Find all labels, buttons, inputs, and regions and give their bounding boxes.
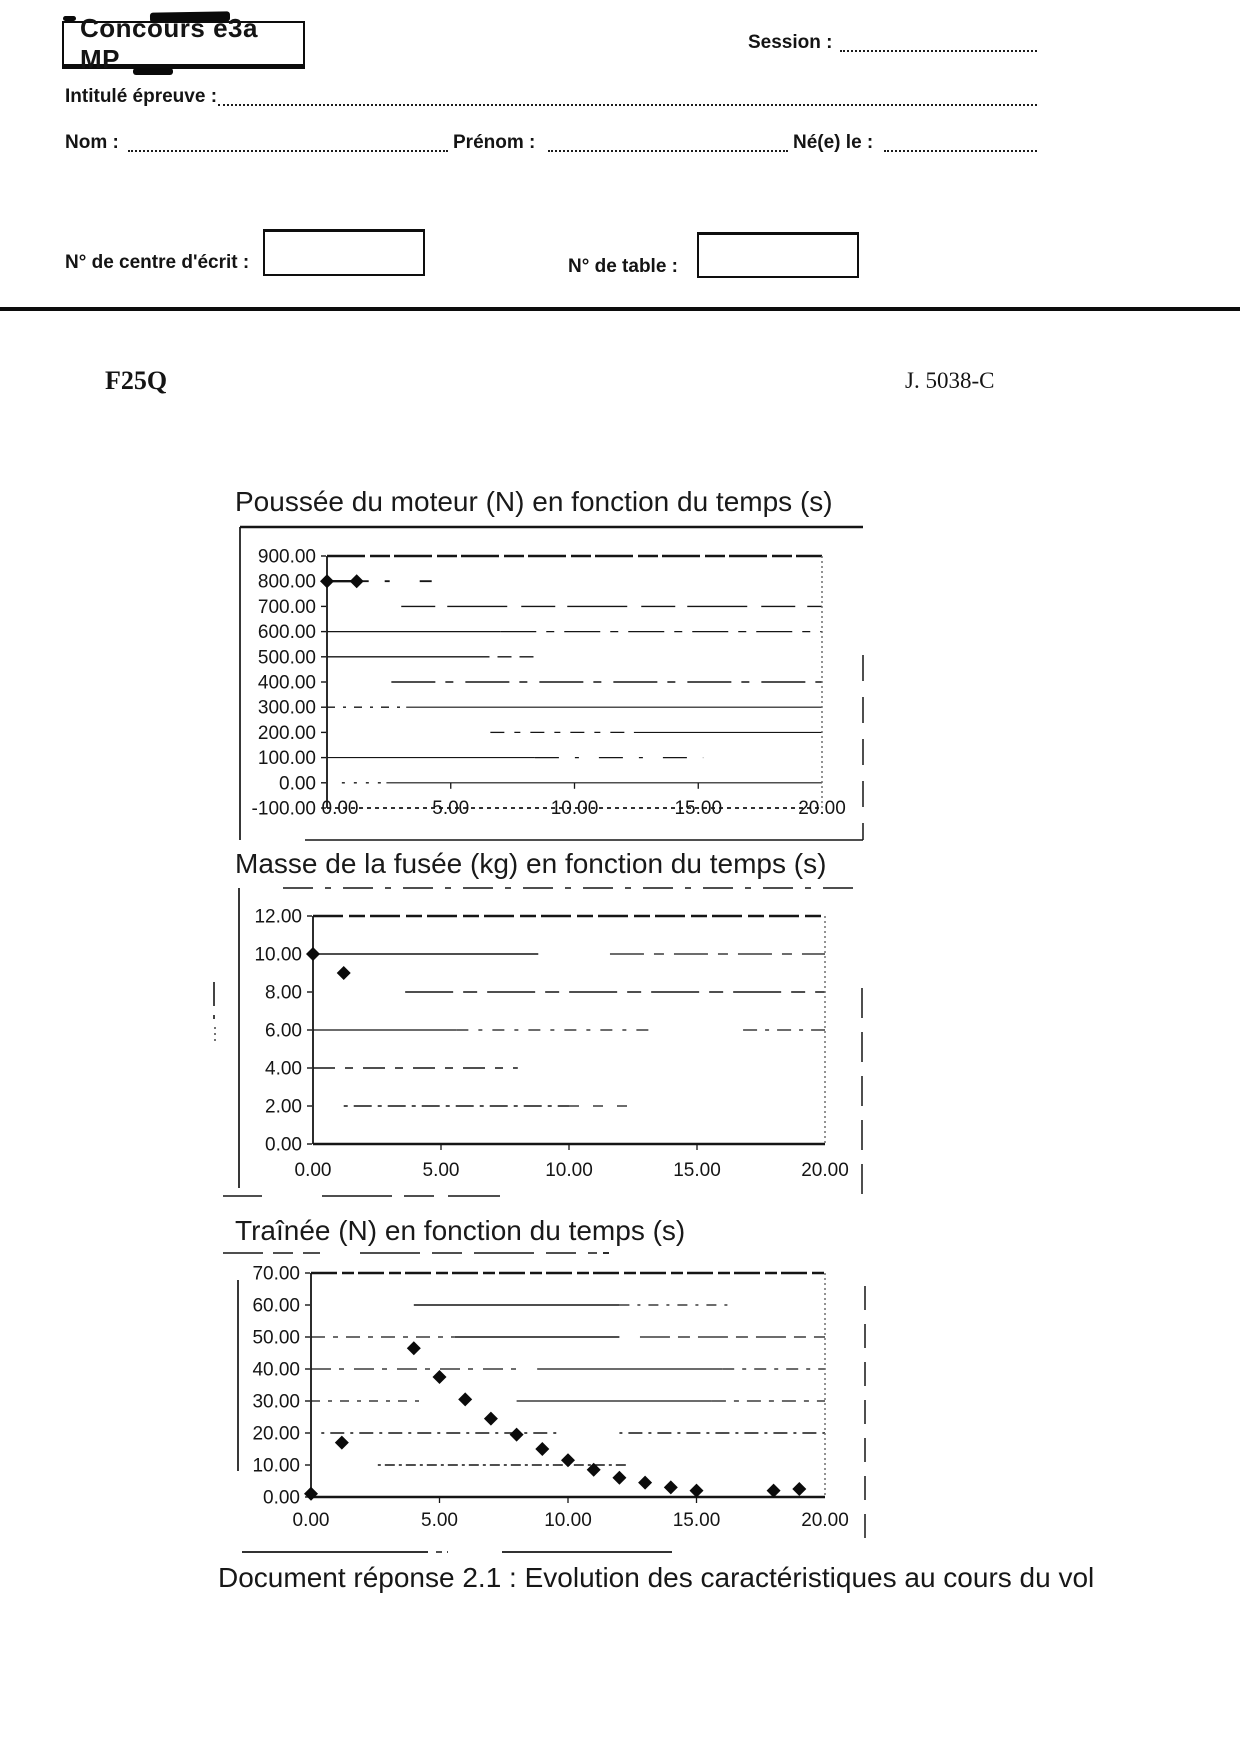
prenom-label: Prénom : [453, 132, 536, 153]
data-point-marker [509, 1427, 524, 1442]
data-point-marker [406, 1341, 421, 1356]
prenom-field [548, 132, 788, 152]
y-tick-label: 40.00 [252, 1360, 300, 1381]
data-point-marker [663, 1480, 678, 1495]
x-tick-label: 5.00 [421, 1510, 458, 1531]
y-tick-label: 500.00 [258, 647, 316, 668]
scan-smudge-bottom [133, 68, 173, 75]
form-code-right: J. 5038-C [905, 368, 995, 393]
x-tick-label: 5.00 [432, 798, 469, 819]
data-point-marker [458, 1392, 473, 1407]
y-tick-label: 0.00 [263, 1488, 300, 1509]
exam-title-box: Concours e3a MP [62, 13, 305, 74]
table-box [697, 232, 859, 278]
centre-ecrit-box [263, 229, 425, 276]
y-tick-label: 700.00 [258, 597, 316, 618]
data-point-marker [612, 1470, 627, 1485]
drag-chart-title: Traînée (N) en fonction du temps (s) [235, 1215, 686, 1246]
data-point-marker [304, 1486, 318, 1501]
data-point-marker [336, 966, 351, 980]
data-point-marker [334, 1435, 349, 1450]
y-tick-label: 10.00 [252, 1456, 300, 1477]
data-point-marker [483, 1411, 498, 1426]
y-tick-label: 100.00 [258, 748, 316, 769]
data-point-marker [320, 574, 334, 589]
x-tick-label: 10.00 [545, 1160, 593, 1181]
y-tick-label: 600.00 [258, 622, 316, 643]
y-tick-label: 20.00 [252, 1424, 300, 1445]
thrust-chart-title: Poussée du moteur (N) en fonction du tem… [235, 486, 833, 517]
scan-smudge-corner [63, 16, 76, 21]
data-point-marker [586, 1462, 601, 1477]
y-tick-label: 50.00 [252, 1328, 300, 1349]
x-tick-label: 10.00 [551, 798, 599, 819]
data-point-marker [689, 1483, 704, 1498]
x-tick-label: 15.00 [673, 1510, 721, 1531]
x-tick-label: 20.00 [801, 1510, 849, 1531]
x-tick-label: 0.00 [322, 798, 359, 819]
y-tick-label: 0.00 [279, 773, 316, 794]
y-tick-label: 12.00 [254, 907, 302, 928]
data-point-marker [561, 1453, 575, 1468]
mass-chart: 12.00 10.00 8.00 6.00 4.00 2.00 0.00 0.00 5.00 10… [213, 887, 863, 1197]
intitule-field [218, 86, 1037, 106]
x-tick-label: 15.00 [673, 1160, 721, 1181]
y-tick-label: 0.00 [265, 1135, 302, 1156]
x-tick-label: 5.00 [423, 1160, 460, 1181]
data-point-marker [432, 1370, 447, 1384]
data-point-marker [766, 1483, 781, 1498]
document-caption: Document réponse 2.1 : Evolution des car… [218, 1562, 1095, 1593]
y-tick-label: 400.00 [258, 673, 316, 694]
data-point-marker [535, 1442, 550, 1456]
y-tick-label: 60.00 [252, 1296, 300, 1317]
table-label: N° de table : [568, 256, 679, 277]
y-tick-label: -100.00 [252, 799, 316, 820]
x-tick-label: 20.00 [798, 798, 846, 819]
data-point-marker [349, 574, 364, 589]
drag-chart: 70.00 60.00 50.00 40.00 30.00 20.00 10.00 0.000… [223, 1252, 866, 1553]
y-tick-label: 6.00 [265, 1021, 302, 1042]
session-field [840, 32, 1037, 52]
data-point-marker [638, 1475, 653, 1490]
ne-le-field [884, 132, 1037, 152]
ne-le-label: Né(e) le : [793, 132, 874, 153]
thrust-chart: 900.00 800.00 700.00 600.00 500.00 400.00 300.… [239, 525, 864, 841]
data-point-marker [306, 947, 320, 961]
header-divider [0, 307, 1240, 311]
x-tick-label: 15.00 [674, 798, 722, 819]
y-tick-label: 4.00 [265, 1059, 302, 1080]
x-tick-label: 0.00 [293, 1510, 330, 1531]
y-tick-label: 200.00 [258, 723, 316, 744]
y-tick-label: 8.00 [265, 983, 302, 1004]
intitule-label: Intitulé épreuve : [65, 86, 218, 107]
mass-chart-title: Masse de la fusée (kg) en fonction du te… [235, 848, 827, 879]
nom-label: Nom : [65, 132, 119, 153]
data-point-marker [792, 1482, 807, 1496]
y-tick-label: 800.00 [258, 572, 316, 593]
y-tick-label: 300.00 [258, 698, 316, 719]
x-tick-label: 20.00 [801, 1160, 849, 1181]
y-tick-label: 30.00 [252, 1392, 300, 1413]
y-tick-label: 70.00 [252, 1264, 300, 1285]
form-code-left: F25Q [105, 366, 168, 395]
nom-field [128, 132, 448, 152]
y-tick-label: 2.00 [265, 1097, 302, 1118]
y-tick-label: 900.00 [258, 547, 316, 568]
x-tick-label: 0.00 [295, 1160, 332, 1181]
x-tick-label: 10.00 [544, 1510, 592, 1531]
session-label: Session : [748, 32, 833, 53]
centre-ecrit-label: N° de centre d'écrit : [65, 252, 250, 273]
scan-smudge-top [149, 11, 231, 23]
y-tick-label: 10.00 [254, 945, 302, 966]
